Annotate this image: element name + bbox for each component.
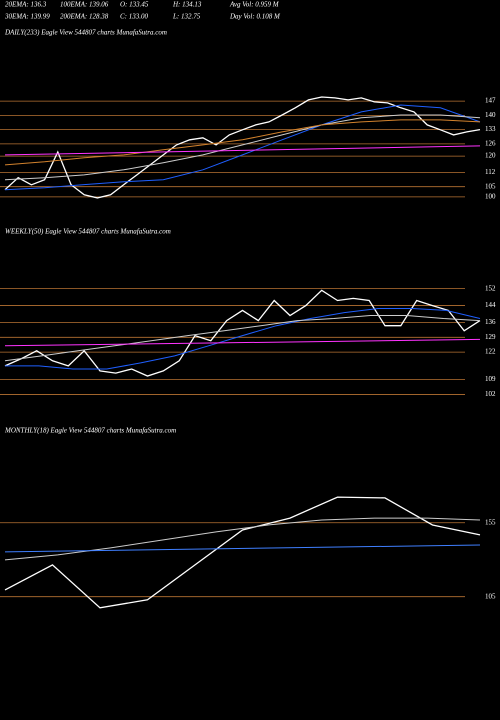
price-line: [5, 308, 481, 370]
price-line: [4, 104, 481, 191]
header-stat: O: 133.45: [120, 1, 149, 9]
y-tick-label: 136: [485, 318, 496, 326]
header-stat: L: 132.75: [172, 13, 201, 21]
price-line: [4, 517, 481, 561]
y-tick-label: 105: [485, 182, 496, 190]
price-line: [4, 338, 481, 347]
y-tick-label: 144: [485, 301, 496, 309]
price-line: [4, 544, 481, 553]
panel-title: MONTHLY(18) Eagle View 544807 charts Mun…: [4, 427, 176, 435]
price-line: [4, 496, 481, 609]
header-stat: 100EMA: 139.06: [60, 1, 109, 9]
y-tick-label: 129: [485, 333, 496, 341]
y-tick-label: 147: [485, 97, 496, 105]
price-line: [4, 145, 481, 156]
header-stat: 20EMA: 136.3: [5, 1, 47, 9]
price-line: [4, 289, 481, 377]
price-line: [4, 96, 481, 199]
y-tick-label: 120: [485, 152, 496, 160]
y-tick-label: 126: [485, 139, 496, 147]
y-tick-label: 152: [485, 284, 496, 292]
y-tick-label: 112: [485, 168, 496, 176]
panel-title: DAILY(233) Eagle View 544807 charts Muna…: [4, 29, 167, 37]
y-tick-label: 102: [485, 390, 496, 398]
price-line: [4, 119, 481, 166]
y-tick-label: 155: [485, 518, 496, 526]
header-stat: Avg Vol: 0.959 M: [229, 1, 280, 9]
header-stat: Day Vol: 0.108 M: [229, 13, 281, 21]
y-tick-label: 100: [485, 192, 496, 200]
y-tick-label: 109: [485, 375, 496, 383]
header-stat: H: 134.13: [172, 1, 202, 9]
y-tick-label: 140: [485, 111, 496, 119]
price-line: [4, 114, 481, 181]
y-tick-label: 133: [485, 125, 496, 133]
header-stat: 30EMA: 139.99: [4, 13, 50, 21]
y-tick-label: 105: [485, 592, 496, 600]
price-line: [4, 315, 481, 362]
header-stat: C: 133.00: [120, 13, 149, 21]
y-tick-label: 122: [485, 348, 496, 356]
header-stat: 200EMA: 128.38: [60, 13, 109, 21]
panel-title: WEEKLY(50) Eagle View 544807 charts Muna…: [5, 228, 171, 236]
